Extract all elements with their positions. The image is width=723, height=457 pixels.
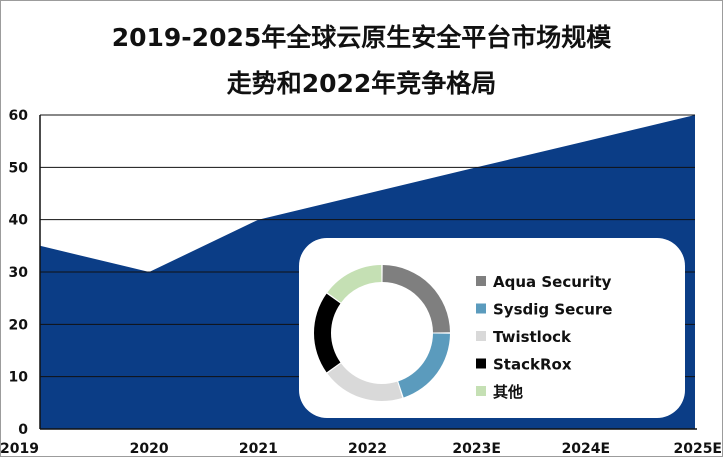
x-tick-label-2022: 2022 [348,441,387,457]
y-tick-label-0: 0 [18,422,28,438]
y-tick-label-20: 20 [9,317,29,333]
legend-swatch-4 [476,358,486,369]
y-tick-label-10: 10 [9,370,29,386]
axes: 0 10 20 30 40 50 60 2019 2020 2021 2022 2023E 2024E 2… [0,108,722,457]
donut-slice-2 [398,333,450,398]
legend-label-4: StackRox [493,356,572,374]
y-tick-label-30: 30 [9,265,29,281]
legend-label-5: 其他 [493,383,523,401]
legend-label-3: Twistlock [493,328,572,346]
x-tick-label-2019: 2019 [0,441,39,457]
y-tick-label-40: 40 [9,213,29,229]
chart-title-line-2: 走势和2022年竞争格局 [226,69,497,98]
donut-slice-4 [314,293,341,373]
y-tick-label-60: 60 [9,108,29,124]
legend-swatch-1 [476,276,486,286]
x-tick-label-2021: 2021 [239,441,278,457]
legend-swatch-3 [476,331,486,341]
donut-slice-1 [382,265,450,333]
y-tick-label-50: 50 [9,160,29,176]
donut-slice-5 [327,265,382,303]
x-tick-label-2025E: 2025E [673,441,722,457]
chart-title-line-1: 2019-2025年全球云原生安全平台市场规模 [111,23,612,52]
legend-swatch-5 [476,386,486,396]
legend-label-1: Aqua Security [493,273,612,291]
legend-label-2: Sysdig Secure [493,301,612,319]
x-tick-label-2023E: 2023E [452,441,501,457]
x-tick-label-2020: 2020 [130,441,169,457]
legend-swatch-2 [476,303,486,314]
donut-slice-3 [327,363,403,401]
x-tick-label-2024E: 2024E [562,441,611,457]
market-share-inset: Aqua Security Sysdig Secure Twistlock Stack… [299,238,685,418]
